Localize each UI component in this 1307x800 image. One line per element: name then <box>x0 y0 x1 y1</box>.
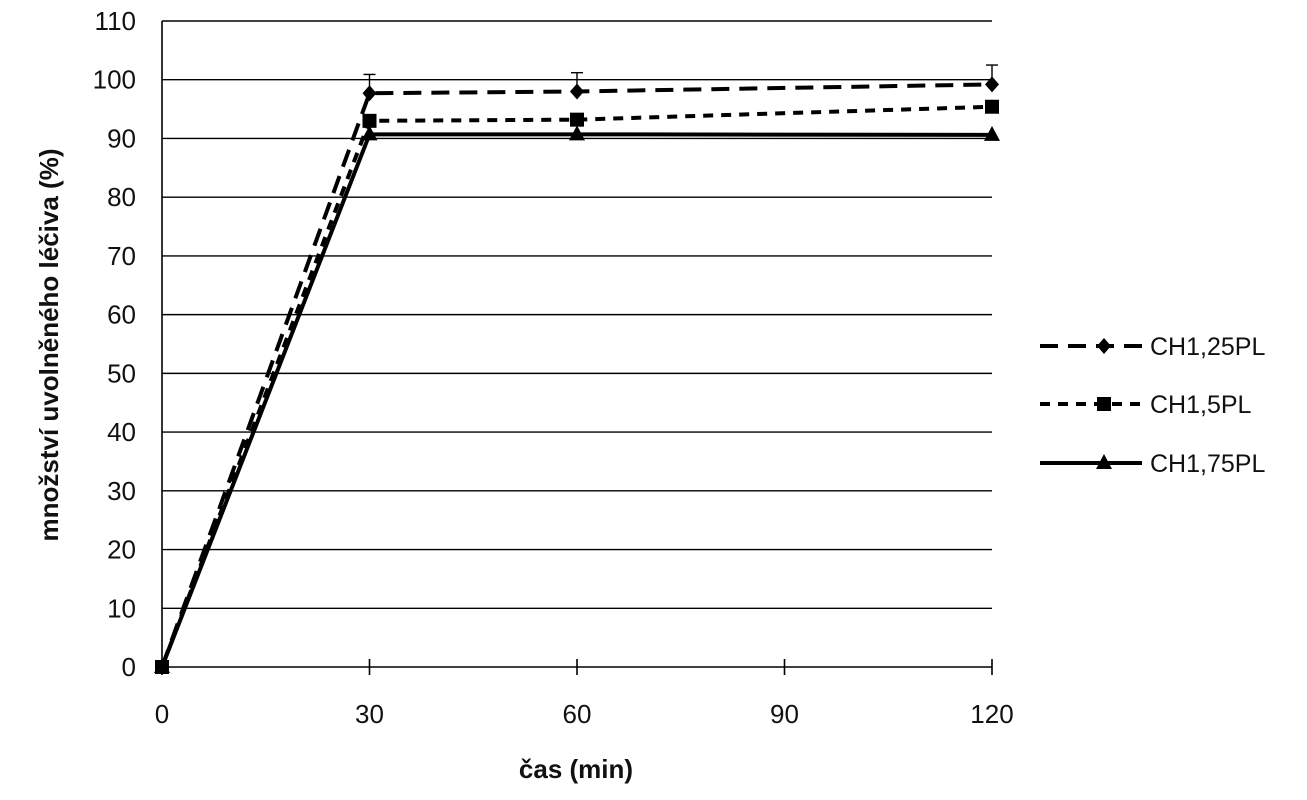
x-tick-label-120: 120 <box>970 699 1013 729</box>
series-CH1,25PL <box>155 64 999 675</box>
y-tick-label-40: 40 <box>107 417 136 447</box>
data-point-CH1,25PL-120 <box>985 76 999 93</box>
tick-labels: 0 10 20 30 40 50 60 70 80 90 100 110 0 30 60 90 120 <box>93 6 1014 729</box>
y-tick-label-110: 110 <box>95 6 136 36</box>
x-tick-label-90: 90 <box>770 699 799 729</box>
data-point-CH1,25PL-30 <box>362 85 377 102</box>
series <box>154 64 1000 675</box>
data-point-CH1,75PL-120 <box>984 125 1000 141</box>
data-point-CH1,5PL-120 <box>985 99 999 114</box>
data-point-CH1,5PL-30 <box>362 113 377 128</box>
data-point-CH1,5PL-60 <box>570 112 584 127</box>
x-tick-label-60: 60 <box>563 699 592 729</box>
series-line-CH1,5PL <box>160 104 993 668</box>
y-tick-label-20: 20 <box>107 535 136 565</box>
y-tick-label-60: 60 <box>107 300 136 330</box>
y-tick-label-10: 10 <box>107 593 136 623</box>
x-tick-label-30: 30 <box>355 699 384 729</box>
x-tick-label-0: 0 <box>155 699 169 729</box>
y-tick-label-80: 80 <box>107 182 136 212</box>
legend-item-CH1,5PL: CH1,5PL <box>1040 391 1252 419</box>
legend-label-CH1,75PL: CH1,75PL <box>1150 450 1265 478</box>
x-axis-title: čas (min) <box>519 754 633 784</box>
y-tick-label-50: 50 <box>107 358 136 388</box>
y-axis-title: množství uvolněného léčiva (%) <box>34 149 64 542</box>
legend-marker-CH1,5PL <box>1097 397 1111 411</box>
series-CH1,5PL <box>155 99 999 674</box>
legend-item-CH1,75PL: CH1,75PL <box>1040 450 1265 478</box>
legend-label-CH1,25PL: CH1,25PL <box>1150 333 1265 361</box>
data-point-CH1,75PL-30 <box>361 125 378 141</box>
y-tick-label-0: 0 <box>122 652 136 682</box>
legend-label-CH1,5PL: CH1,5PL <box>1150 391 1252 419</box>
legend-marker-CH1,75PL <box>1096 454 1112 469</box>
data-point-CH1,25PL-60 <box>570 83 584 100</box>
series-line-CH1,75PL <box>160 132 993 668</box>
y-tick-label-90: 90 <box>107 123 136 153</box>
y-tick-label-70: 70 <box>107 241 136 271</box>
y-tick-label-100: 100 <box>93 65 136 95</box>
series-line-CH1,25PL <box>160 82 993 668</box>
legend-marker-CH1,25PL <box>1097 338 1111 354</box>
y-tick-label-30: 30 <box>107 476 136 506</box>
series-CH1,75PL <box>154 125 1000 673</box>
data-point-CH1,75PL-60 <box>569 125 585 141</box>
legend-item-CH1,25PL: CH1,25PL <box>1040 333 1265 361</box>
data-point-CH1,75PL-0 <box>154 658 170 673</box>
legend: CH1,25PL CH1,5PL CH1,75PL <box>1040 333 1265 478</box>
